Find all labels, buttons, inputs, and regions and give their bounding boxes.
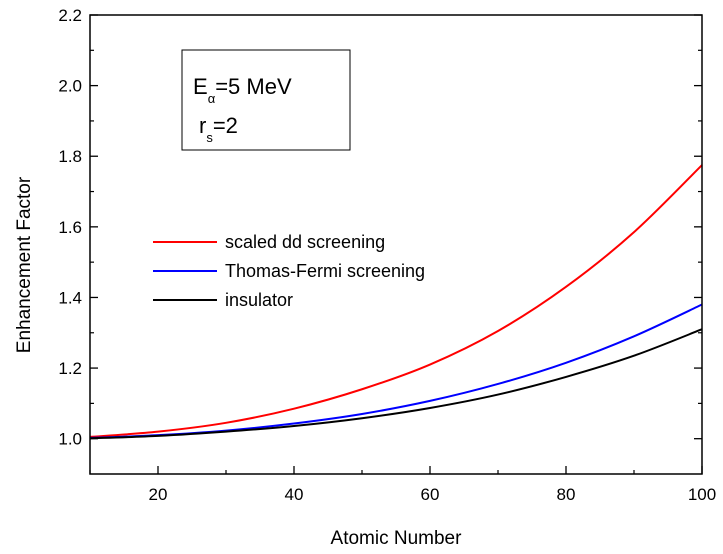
annotation-energy-subscript: α xyxy=(208,91,216,106)
series-line-1 xyxy=(89,303,703,439)
annotation-energy-symbol: E xyxy=(193,74,208,99)
legend-label-1: Thomas-Fermi screening xyxy=(225,261,425,281)
x-tick-label: 100 xyxy=(688,485,716,504)
y-tick-label: 2.2 xyxy=(58,6,82,25)
plot-frame xyxy=(89,14,703,475)
y-tick-label: 2.0 xyxy=(58,77,82,96)
annotation-rs-value: =2 xyxy=(213,113,238,138)
x-tick-label: 60 xyxy=(421,485,440,504)
annotation-box: Eα=5 MeV rs=2 xyxy=(181,49,351,151)
plot-area xyxy=(89,164,703,440)
y-axis-title: Enhancement Factor xyxy=(14,176,35,353)
annotation-rs-subscript: s xyxy=(206,130,213,145)
y-tick-label: 1.2 xyxy=(58,359,82,378)
annotation-rs: rs=2 xyxy=(199,113,238,145)
x-axis-title: Atomic Number xyxy=(331,528,463,549)
legend-label-0: scaled dd screening xyxy=(225,232,385,252)
legend-label-2: insulator xyxy=(225,290,293,310)
axis-ticks: 20 40 60 80 100 1.0 1.2 1.4 1.6 1.8 2.0 2.2 xyxy=(58,6,716,504)
annotation-rs-symbol: r xyxy=(199,113,206,138)
annotation-energy: Eα=5 MeV xyxy=(193,74,292,106)
annotation-energy-value: =5 MeV xyxy=(215,74,292,99)
x-tick-label: 20 xyxy=(149,485,168,504)
annotation-frame xyxy=(181,49,351,151)
legend: scaled dd screening Thomas-Fermi screenin… xyxy=(153,232,425,310)
y-tick-label: 1.4 xyxy=(58,288,82,307)
y-tick-label: 1.8 xyxy=(58,147,82,166)
series-line-2 xyxy=(89,328,703,440)
series-line-0 xyxy=(89,164,703,438)
x-tick-label: 80 xyxy=(557,485,576,504)
x-tick-label: 40 xyxy=(285,485,304,504)
y-tick-label: 1.0 xyxy=(58,430,82,449)
y-tick-label: 1.6 xyxy=(58,218,82,237)
